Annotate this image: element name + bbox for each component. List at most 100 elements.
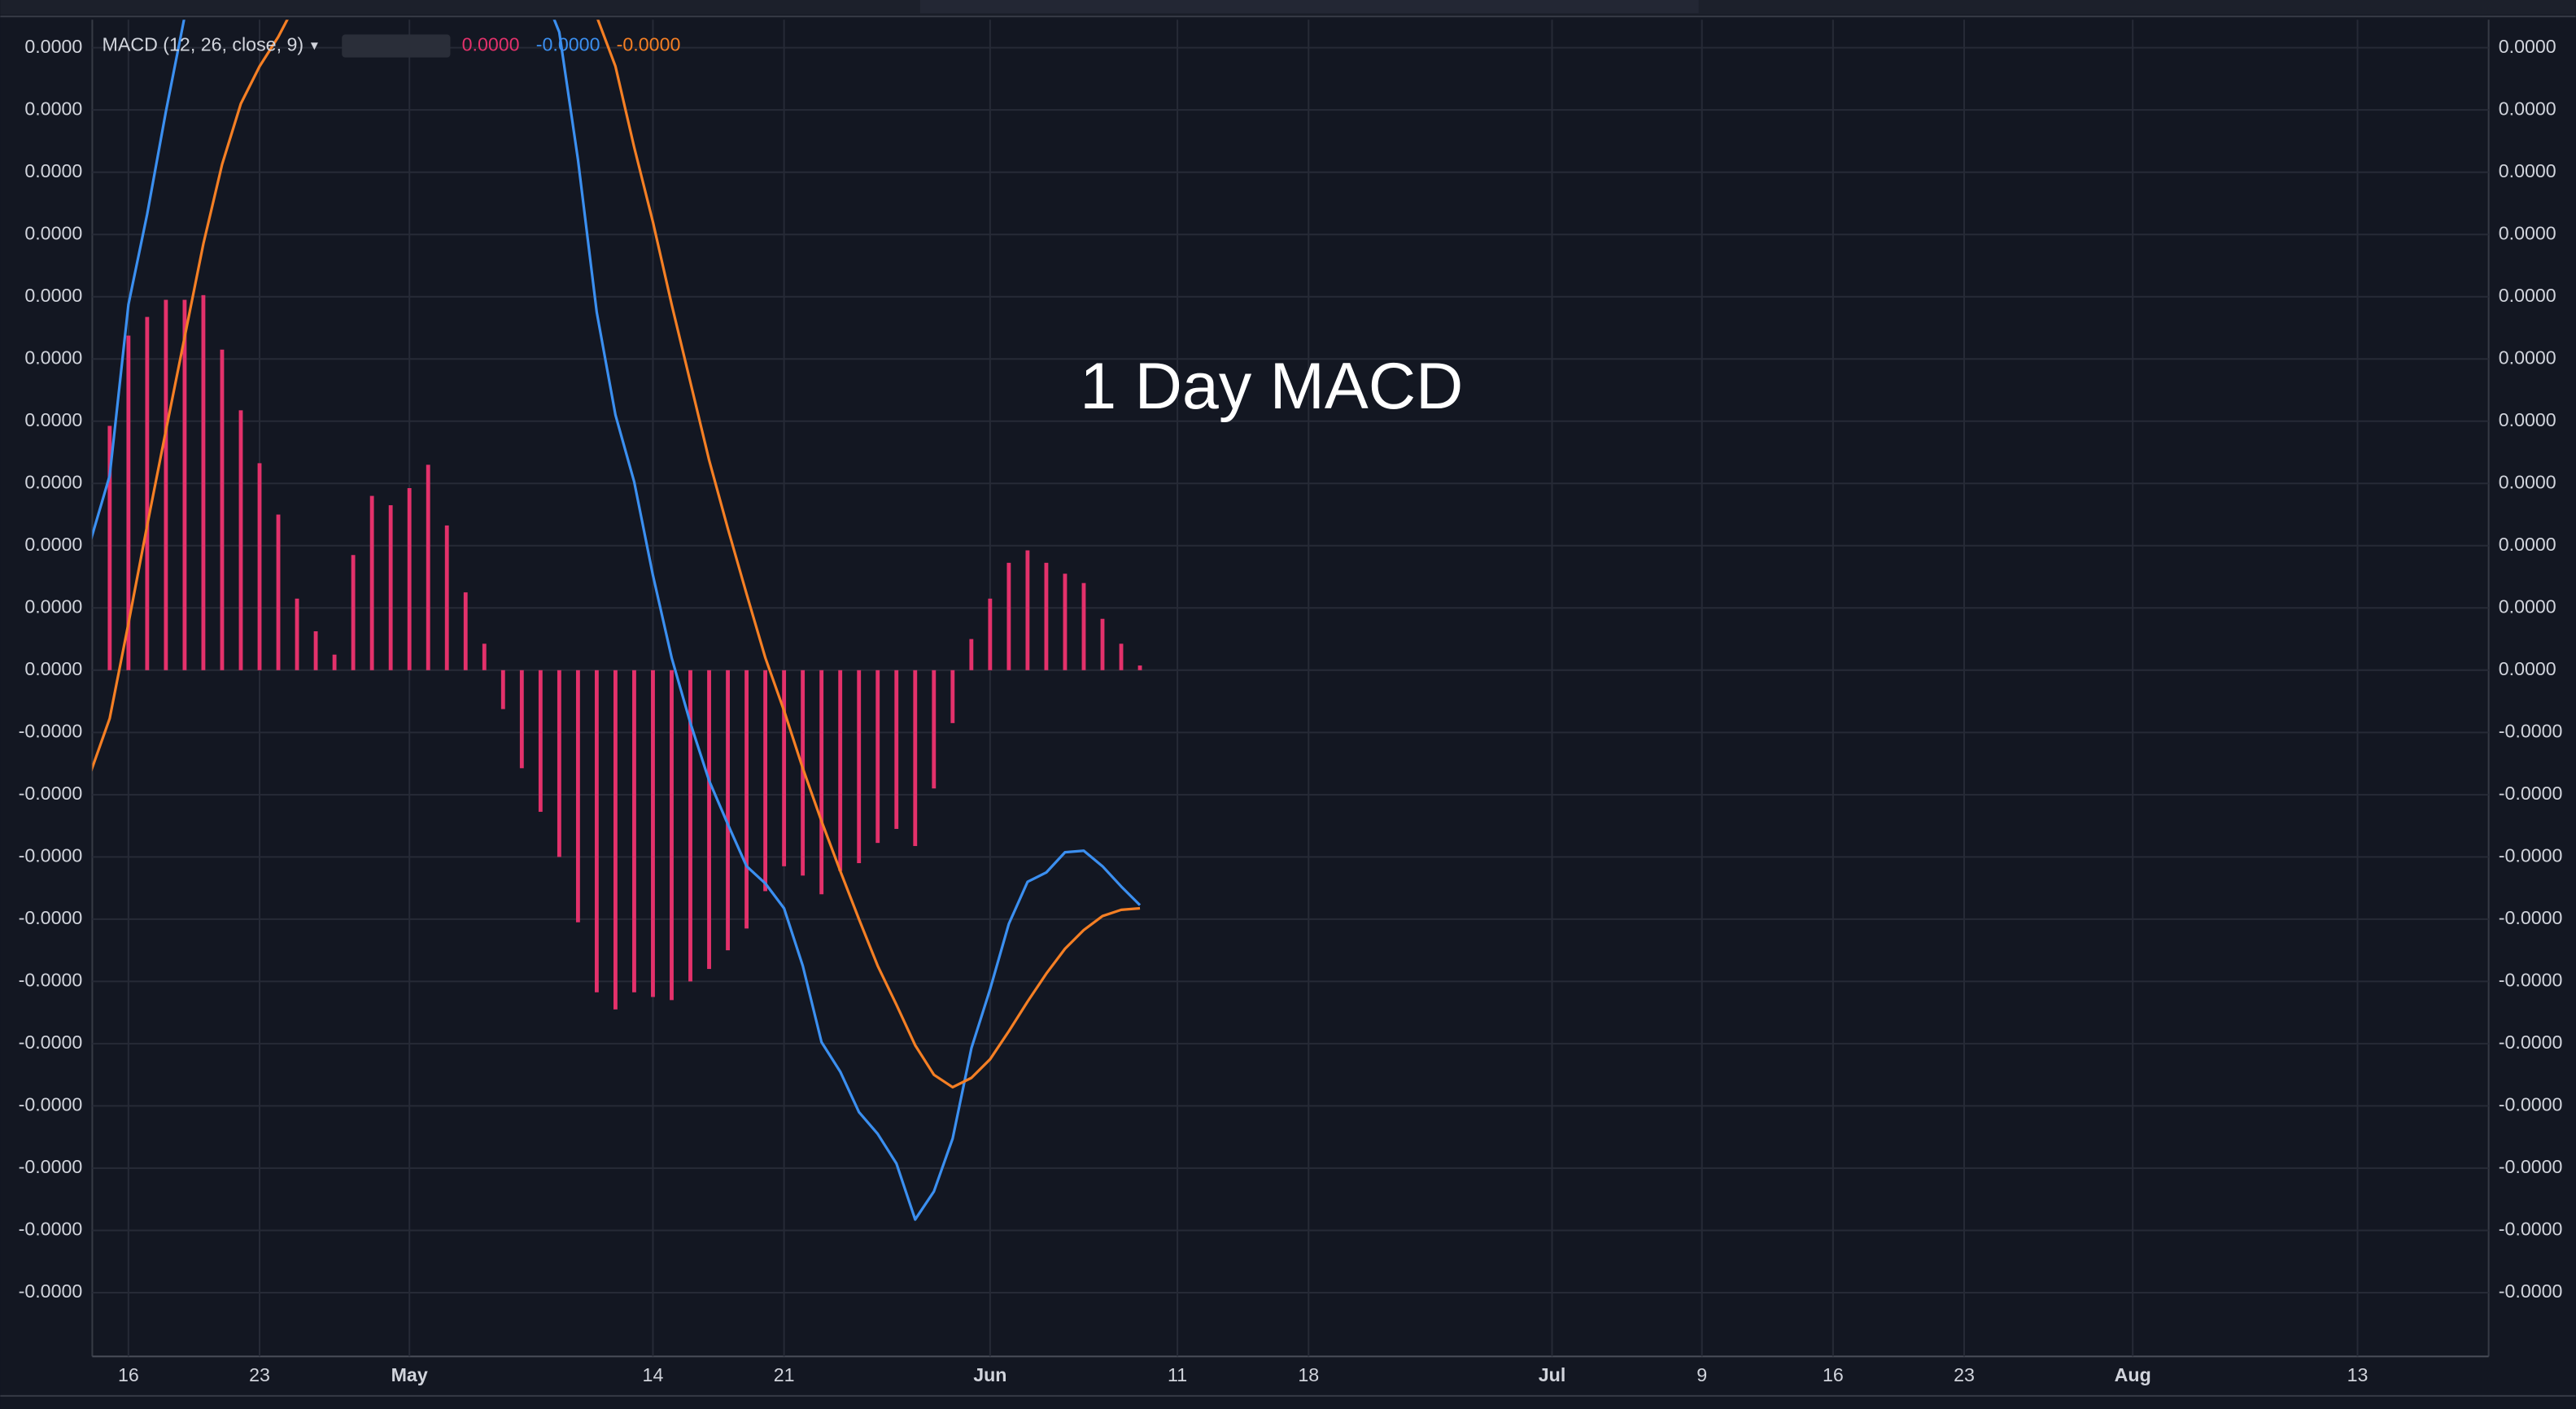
y-tick-label-right: -0.0000 [2499, 1219, 2563, 1240]
y-tick-label: 0.0000 [24, 285, 82, 306]
y-tick-label: 0.0000 [24, 658, 82, 679]
histogram-bar [1119, 643, 1124, 670]
histogram-bar [838, 670, 843, 871]
y-tick-label-right: -0.0000 [2499, 907, 2563, 928]
x-tick-label: 14 [643, 1364, 664, 1385]
histogram-bar [613, 670, 618, 1010]
y-tick-label: -0.0000 [19, 970, 83, 991]
x-tick-label: 18 [1298, 1364, 1319, 1385]
y-tick-label: 0.0000 [24, 471, 82, 492]
y-tick-label-right: 0.0000 [2499, 222, 2556, 243]
y-tick-label: -0.0000 [19, 1156, 83, 1177]
histogram-bar [969, 639, 974, 670]
histogram-bar [182, 299, 187, 670]
histogram-bar [819, 670, 824, 895]
histogram-bar [670, 670, 674, 1001]
y-tick-label-right: 0.0000 [2499, 347, 2556, 368]
x-tick-label: 9 [1696, 1364, 1707, 1385]
legend-controls[interactable] [342, 34, 451, 58]
y-tick-label-right: 0.0000 [2499, 658, 2556, 679]
x-tick-label: 23 [249, 1364, 270, 1385]
x-tick-label: 13 [2347, 1364, 2369, 1385]
y-tick-label: 0.0000 [24, 160, 82, 181]
y-tick-label: 0.0000 [24, 595, 82, 617]
y-tick-label-right: -0.0000 [2499, 1280, 2563, 1302]
x-tick-label: 23 [1954, 1364, 1975, 1385]
y-tick-label-right: 0.0000 [2499, 160, 2556, 181]
y-tick-label-right: -0.0000 [2499, 1094, 2563, 1115]
annotation: 1 Day MACD [1080, 350, 1463, 423]
histogram-bar [164, 299, 168, 670]
histogram-bar [276, 514, 281, 670]
y-tick-label-right: 0.0000 [2499, 98, 2556, 119]
histogram-bar [1137, 665, 1142, 670]
histogram-bar [407, 488, 412, 670]
histogram-bar [763, 670, 768, 892]
histogram-bar [632, 670, 636, 992]
y-tick-label: -0.0000 [19, 907, 83, 928]
legend-value: 0.0000 [462, 34, 520, 55]
histogram-bar [201, 294, 206, 670]
toolbar-buttons[interactable] [919, 0, 1699, 14]
histogram-bar [426, 465, 430, 670]
histogram-bar [557, 670, 561, 857]
y-tick-label: -0.0000 [19, 720, 83, 741]
histogram-bar [1100, 618, 1105, 670]
x-tick-label: Jul [1539, 1364, 1566, 1385]
legend-title[interactable]: MACD (12, 26, close, 9) [103, 34, 304, 55]
histogram-bar [369, 495, 374, 670]
histogram-bar [388, 505, 393, 670]
histogram-bar [220, 349, 225, 670]
y-tick-label-right: -0.0000 [2499, 844, 2563, 866]
y-tick-label: -0.0000 [19, 783, 83, 804]
y-tick-label-right: -0.0000 [2499, 720, 2563, 741]
y-tick-label: 0.0000 [24, 347, 82, 368]
histogram-bar [257, 463, 262, 670]
histogram-bar [1063, 574, 1068, 670]
y-tick-label-right: 0.0000 [2499, 409, 2556, 430]
x-tick-label: 21 [774, 1364, 795, 1385]
histogram-bar [688, 670, 692, 982]
y-tick-label-right: -0.0000 [2499, 1156, 2563, 1177]
histogram-bar [463, 592, 468, 670]
histogram-bar [1025, 550, 1030, 670]
histogram-bar [932, 670, 937, 789]
histogram-bar [875, 670, 880, 844]
y-tick-label: 0.0000 [24, 222, 82, 243]
histogram-bar [107, 425, 112, 670]
x-tick-label: 16 [1823, 1364, 1844, 1385]
histogram-bar [145, 316, 150, 670]
y-tick-label-right: 0.0000 [2499, 471, 2556, 492]
grid [92, 20, 2489, 1357]
histogram-bar [1044, 562, 1049, 670]
y-tick-label: -0.0000 [19, 1094, 83, 1115]
histogram-bar [857, 670, 862, 864]
y-tick-label-right: 0.0000 [2499, 534, 2556, 555]
legend-dropdown[interactable]: ▾ [311, 37, 318, 53]
plot [92, 20, 1142, 1221]
y-tick-label-right: -0.0000 [2499, 970, 2563, 991]
y-tick-label-right: -0.0000 [2499, 783, 2563, 804]
legend-value: -0.0000 [536, 34, 600, 55]
x-tick-label: May [391, 1364, 428, 1385]
y-tick-label: 0.0000 [24, 534, 82, 555]
histogram-bar [1006, 562, 1011, 670]
histogram-bar [295, 598, 299, 670]
histogram-bar [519, 670, 524, 769]
histogram-bar [950, 670, 955, 723]
histogram-bar [538, 670, 543, 812]
y-tick-label-right: -0.0000 [2499, 1032, 2563, 1053]
labels: 0.0000 0.0000 0.0000 0.0000 0.0000 0.0000 0.00… [19, 36, 2563, 1385]
line-series [92, 20, 1141, 1089]
y-tick-label: -0.0000 [19, 1280, 83, 1302]
histogram-bar [444, 525, 449, 670]
x-tick-label: Aug [2115, 1364, 2151, 1385]
histogram-bar [707, 670, 711, 970]
y-tick-label: -0.0000 [19, 844, 83, 866]
histogram-bar [482, 643, 487, 670]
histogram-bar [894, 670, 899, 829]
y-tick-label-right: 0.0000 [2499, 285, 2556, 306]
